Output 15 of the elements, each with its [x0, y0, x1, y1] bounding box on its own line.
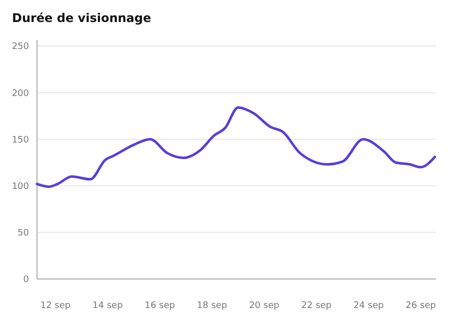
x-tick-label: 20 sep: [249, 301, 280, 311]
x-tick-label: 26 sep: [406, 301, 436, 311]
y-tick-label: 0: [23, 275, 30, 286]
y-tick-label: 50: [18, 228, 30, 239]
x-tick-label: 22 sep: [301, 301, 332, 311]
x-tick-label: 16 sep: [144, 301, 176, 311]
y-tick-label: 250: [12, 42, 30, 52]
y-tick-label: 100: [12, 182, 30, 192]
x-tick-label: 14 sep: [92, 301, 124, 311]
chart-title: Durée de visionnage: [12, 11, 152, 25]
x-tick-label: 18 sep: [196, 301, 228, 311]
x-tick-label: 24 sep: [353, 301, 384, 311]
y-tick-label: 200: [12, 88, 30, 99]
x-tick-label: 12 sep: [40, 301, 71, 311]
y-tick-label: 150: [12, 135, 30, 146]
